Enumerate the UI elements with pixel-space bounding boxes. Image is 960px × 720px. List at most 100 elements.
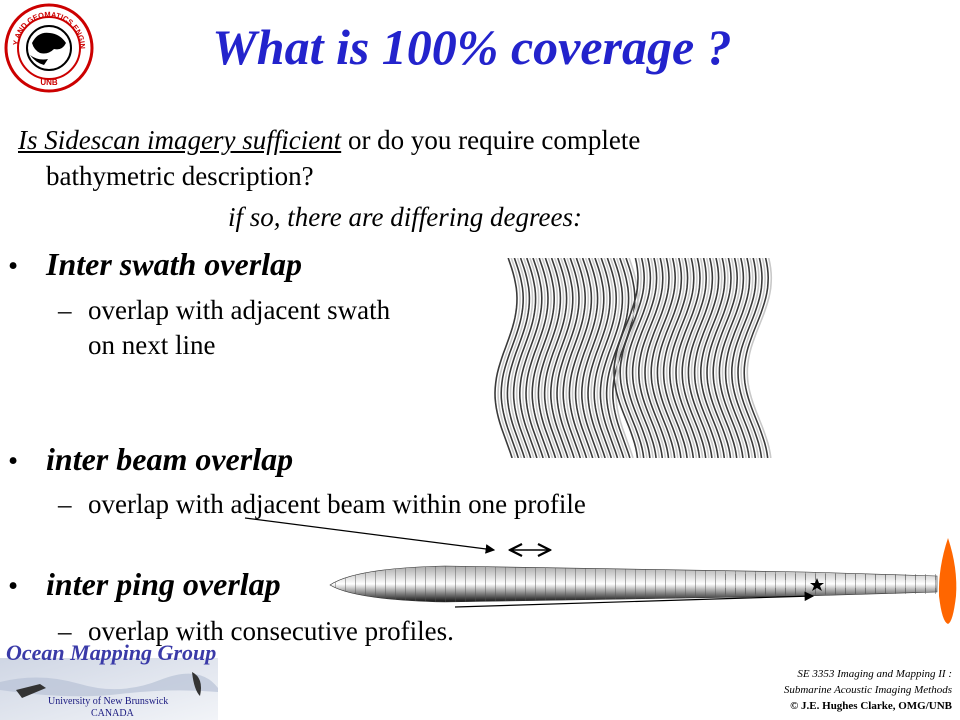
swath-2 xyxy=(613,258,773,458)
swath-stripe xyxy=(549,258,574,458)
beam-footprint-shape xyxy=(329,565,938,603)
bullet-inter-ping: inter ping overlap xyxy=(46,566,281,602)
swath-stripe xyxy=(506,258,531,458)
swath-stripe xyxy=(518,258,543,458)
intro-sidescan-emphasis: Is Sidescan imagery sufficient xyxy=(18,125,342,155)
swath-1 xyxy=(494,258,639,458)
swath-stripe xyxy=(580,258,605,458)
unb-logo: GEODESY AND GEOMATICS ENGINEERING UNB xyxy=(4,3,94,93)
swath-stripe xyxy=(734,258,760,458)
swath-stripe xyxy=(709,258,735,458)
swath-stripe xyxy=(625,258,652,458)
sub-inter-ping: overlap with consecutive profiles. xyxy=(88,616,454,646)
swath-stripe xyxy=(599,258,624,458)
swath-stripe xyxy=(678,258,704,458)
swath-stripe xyxy=(584,258,608,458)
swath-stripe xyxy=(647,258,673,458)
swath-stripe xyxy=(641,258,667,458)
swath-stripe xyxy=(543,258,568,458)
ship-icon xyxy=(16,684,46,698)
swath-stripe xyxy=(503,258,528,458)
swath-stripe xyxy=(556,258,580,458)
swath-stripe xyxy=(522,258,546,458)
fish-icon xyxy=(192,672,201,696)
swath-stripe xyxy=(537,258,562,458)
swath-stripe xyxy=(574,258,599,458)
swath-stripe xyxy=(746,258,773,458)
swath-stripe xyxy=(571,258,596,458)
swath-stripe xyxy=(611,258,636,458)
swath-stripe xyxy=(602,258,627,458)
intro-line-3: if so, there are differing degrees: xyxy=(228,202,582,232)
ping-overlap-pointer xyxy=(454,591,815,608)
swath-stripe xyxy=(509,258,534,458)
logo-unb-text: UNB xyxy=(40,78,58,87)
swath-stripe xyxy=(693,258,720,458)
swath-stripe xyxy=(718,258,745,458)
swath-stripe xyxy=(653,258,680,458)
swath-stripe xyxy=(634,258,661,458)
swath-stripe xyxy=(565,258,590,458)
swath-stripe xyxy=(712,258,739,458)
swath-stripe xyxy=(577,258,602,458)
swath-stripe xyxy=(587,258,611,458)
swath-stripe xyxy=(721,258,748,458)
swath-stripe xyxy=(656,258,683,458)
swath-stripe xyxy=(619,258,646,458)
swath-stripe xyxy=(672,258,698,458)
omg-university: University of New Brunswick xyxy=(48,696,169,707)
swath-stripe xyxy=(730,258,757,458)
swath-stripe xyxy=(553,258,577,458)
sub-dash-1: – xyxy=(58,295,72,325)
globe-icon xyxy=(32,32,66,54)
sub-inter-swath-1: overlap with adjacent swath xyxy=(88,295,391,325)
star-marker xyxy=(810,578,824,591)
swath-stripe xyxy=(596,258,621,458)
intro-line-2: bathymetric description? xyxy=(46,161,314,191)
swath-stripe xyxy=(644,258,670,458)
slide-title: What is 100% coverage ? xyxy=(212,19,732,75)
swath-stripe xyxy=(494,258,518,458)
swath-stripe xyxy=(546,258,571,458)
swath-stripe xyxy=(715,258,742,458)
swath-stripe xyxy=(531,258,556,458)
swath-stripe xyxy=(525,258,549,458)
swath-stripe xyxy=(608,258,633,458)
swath-stripe xyxy=(650,258,677,458)
swath-stripe xyxy=(659,258,686,458)
swath-stripe xyxy=(703,258,729,458)
flame-icon xyxy=(938,538,957,624)
swath-stripe xyxy=(593,258,618,458)
ping-overlap-figure xyxy=(329,538,957,624)
swath-overlap-figure xyxy=(494,258,773,458)
swath-stripe xyxy=(500,258,525,458)
swath-stripe xyxy=(699,258,726,458)
swath-stripe xyxy=(497,258,521,458)
swath-stripe xyxy=(696,258,723,458)
sub-dash-2: – xyxy=(58,489,72,519)
swath-stripe xyxy=(515,258,540,458)
swath-stripe xyxy=(743,258,770,458)
footer-subtitle: Submarine Acoustic Imaging Methods xyxy=(783,684,952,696)
bullet-inter-beam: inter beam overlap xyxy=(46,441,294,477)
swath-stripe xyxy=(540,258,565,458)
swath-stripe xyxy=(740,258,766,458)
footer-credit: © J.E. Hughes Clarke, OMG/UNB xyxy=(790,700,952,712)
omg-country: CANADA xyxy=(91,708,134,719)
swath-stripe xyxy=(534,258,559,458)
swath-stripe xyxy=(727,258,754,458)
bullet-dot-3: • xyxy=(8,570,19,602)
sub-dash-3: – xyxy=(58,616,72,646)
sub-inter-swath-2: on next line xyxy=(88,330,216,360)
swath-stripe xyxy=(568,258,593,458)
swath-stripe xyxy=(590,258,614,458)
omg-logo-graphic xyxy=(0,658,218,720)
swath-stripe xyxy=(622,258,649,458)
swath-stripe xyxy=(737,258,763,458)
swath-stripe xyxy=(681,258,708,458)
intro-line-1-rest: or do you require complete xyxy=(341,125,641,155)
omg-group-name: Ocean Mapping Group xyxy=(6,640,217,665)
swath-stripe xyxy=(613,258,639,458)
swath-stripe xyxy=(724,258,751,458)
swath-stripe xyxy=(562,258,587,458)
